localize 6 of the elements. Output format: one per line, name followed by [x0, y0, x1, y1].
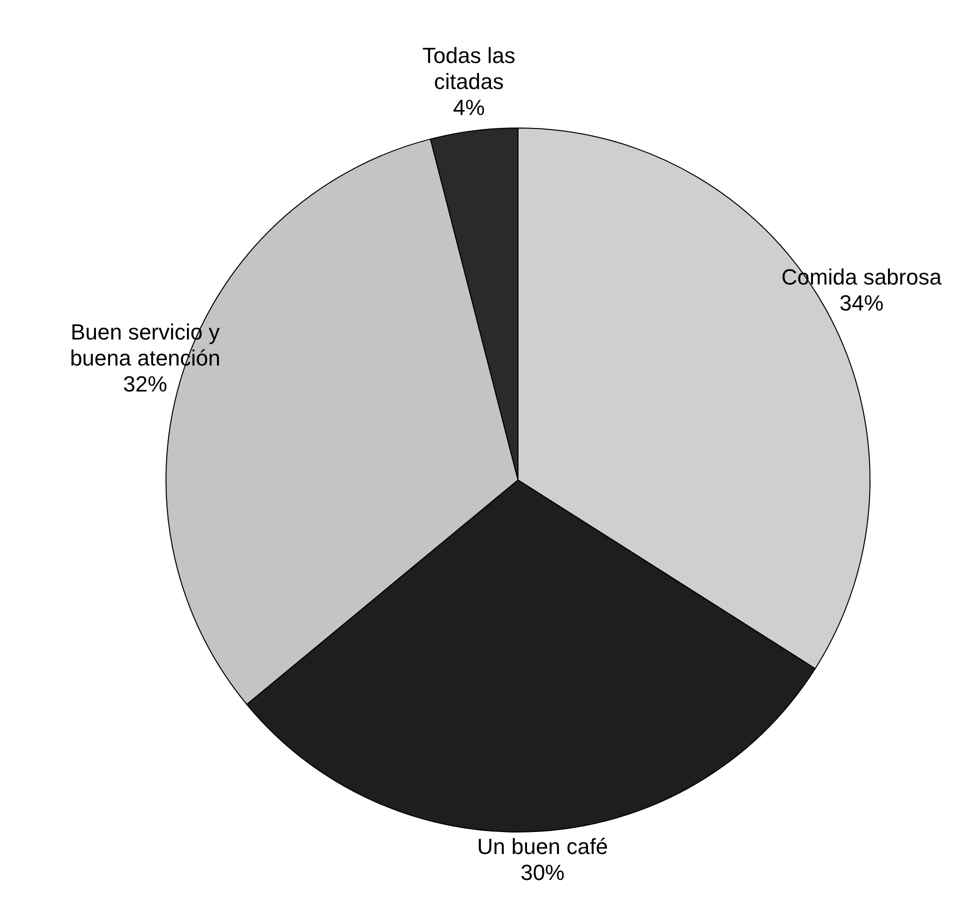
slice-label: Un buen café [477, 834, 608, 859]
data-label: 4% [452, 95, 485, 120]
data-label: 30% [520, 860, 565, 885]
slice-label: Todas las citadas [422, 43, 516, 94]
data-label: 32% [123, 371, 168, 396]
data-label: 34% [839, 290, 884, 316]
